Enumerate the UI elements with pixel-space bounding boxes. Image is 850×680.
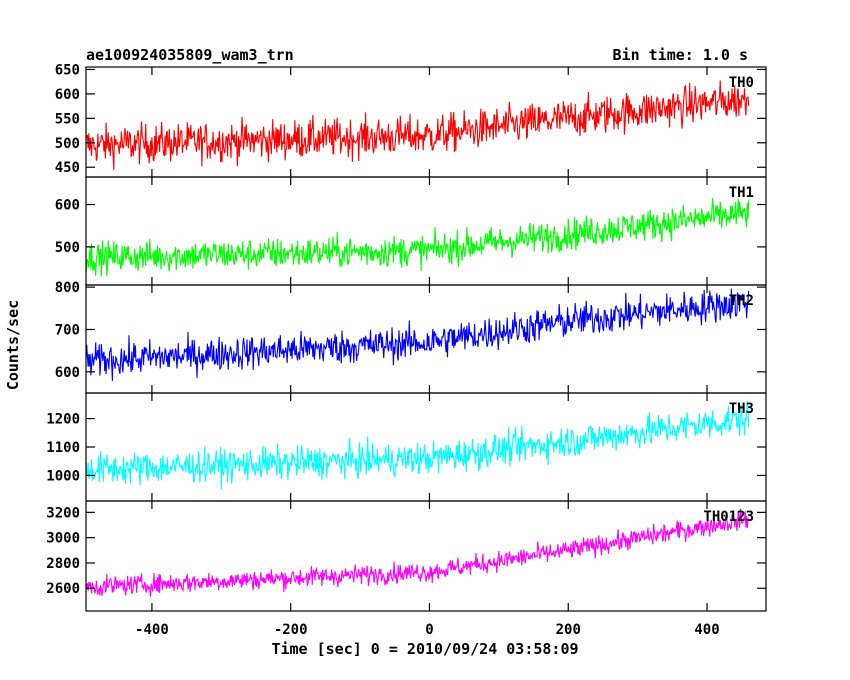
series-line-th2: [86, 288, 750, 381]
y-tick-label: 1200: [46, 412, 80, 428]
series-line-th0123: [86, 508, 750, 597]
series-line-th0: [86, 80, 750, 170]
panel-frame: [85, 392, 767, 502]
x-tick-label: 200: [556, 622, 581, 638]
y-tick-label: 1100: [46, 440, 80, 456]
y-tick-label: 450: [55, 160, 80, 176]
y-axis-label: Counts/sec: [4, 300, 22, 390]
panel-th3: 1000 1100 1200 TH3: [46, 392, 767, 502]
y-tick-label: 2800: [46, 556, 80, 572]
y-tick-label: 800: [55, 280, 80, 296]
panel-label-th3: TH3: [729, 401, 754, 417]
chart-title: ae100924035809_wam3_trn: [86, 46, 294, 64]
y-tick-label: 500: [55, 136, 80, 152]
panel-label-th0123: TH0123: [703, 509, 754, 525]
y-tick-label: 3200: [46, 505, 80, 521]
x-tick-label: -400: [135, 622, 169, 638]
panel-th0: 450 500 550 600 650 TH0: [55, 62, 767, 178]
x-axis: -400 -200 0 200 400: [135, 622, 720, 638]
y-tick-label: 500: [55, 240, 80, 256]
series-line-th3: [86, 400, 750, 490]
x-tick-label: -200: [274, 622, 308, 638]
x-tick-label: 0: [425, 622, 433, 638]
x-tick-label: 400: [694, 622, 719, 638]
y-tick-label: 3000: [46, 531, 80, 547]
bin-time-label: Bin time: 1.0 s: [613, 46, 748, 64]
panel-label-th1: TH1: [729, 185, 754, 201]
panel-th2: 600 700 800 TH2: [55, 280, 767, 394]
panels: 450 500 550 600 650 TH0 500 600 TH1 600 700 800 TH2 1…: [46, 62, 767, 612]
panel-frame: [85, 66, 767, 178]
panel-label-th2: TH2: [729, 293, 754, 309]
x-axis-label: Time [sec] 0 = 2010/09/24 03:58:09: [271, 640, 578, 658]
panel-frame: [85, 500, 767, 612]
panel-label-th0: TH0: [729, 75, 754, 91]
y-tick-label: 600: [55, 87, 80, 103]
y-tick-label: 2600: [46, 581, 80, 597]
y-tick-label: 600: [55, 198, 80, 214]
panel-th1: 500 600 TH1: [55, 176, 767, 286]
panel-th0123: 2600 2800 3000 3200 TH0123: [46, 500, 767, 612]
y-tick-label: 550: [55, 111, 80, 127]
y-tick-label: 650: [55, 62, 80, 78]
panel-frame: [85, 176, 767, 286]
series-line-th1: [86, 197, 750, 277]
y-tick-label: 600: [55, 365, 80, 381]
y-tick-label: 700: [55, 322, 80, 338]
y-tick-label: 1000: [46, 468, 80, 484]
